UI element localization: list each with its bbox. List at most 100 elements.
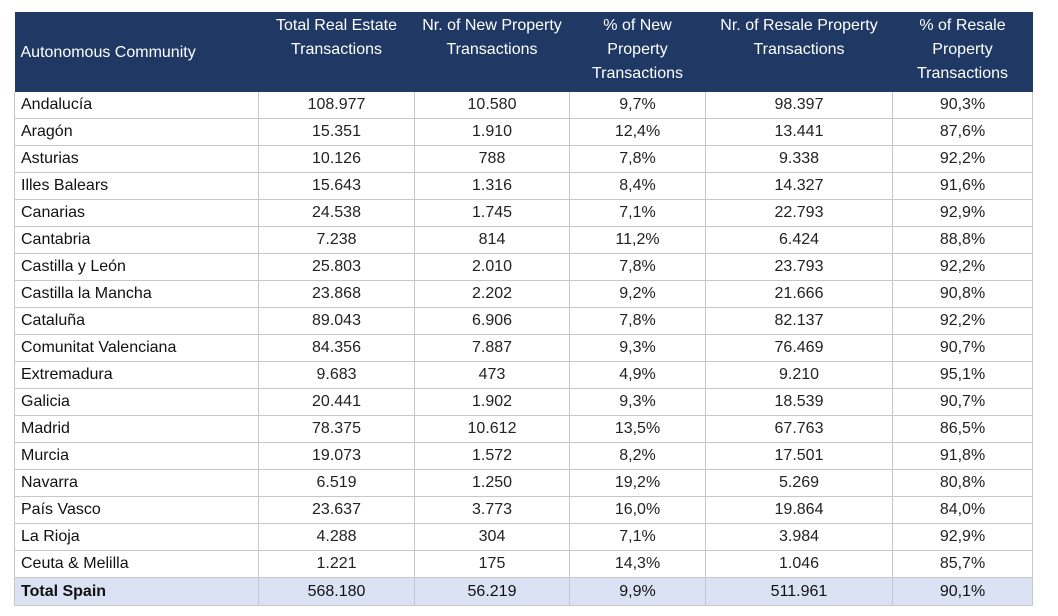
- value-cell: 1.046: [705, 550, 893, 578]
- community-name-cell: Comunitat Valenciana: [14, 334, 259, 362]
- value-cell: 92,2%: [892, 145, 1033, 173]
- value-cell: 24.538: [258, 199, 415, 227]
- value-cell: 92,9%: [892, 523, 1033, 551]
- value-cell: 18.539: [705, 388, 893, 416]
- value-cell: 9,7%: [569, 92, 706, 119]
- value-cell: 78.375: [258, 415, 415, 443]
- value-cell: 15.351: [258, 118, 415, 146]
- value-cell: 22.793: [705, 199, 893, 227]
- value-cell: 568.180: [258, 577, 415, 606]
- value-cell: 10.580: [414, 92, 570, 119]
- value-cell: 90,1%: [892, 577, 1033, 606]
- table-row: Illes Balears 15.643 1.316 8,4% 14.327 91,6%: [14, 172, 1033, 200]
- value-cell: 13.441: [705, 118, 893, 146]
- community-name-cell: Galicia: [14, 388, 259, 416]
- value-cell: 91,8%: [892, 442, 1033, 470]
- value-cell: 1.902: [414, 388, 570, 416]
- value-cell: 23.868: [258, 280, 415, 308]
- value-cell: 90,3%: [892, 92, 1033, 119]
- community-name-cell: Cataluña: [14, 307, 259, 335]
- value-cell: 4,9%: [569, 361, 706, 389]
- value-cell: 9.683: [258, 361, 415, 389]
- value-cell: 87,6%: [892, 118, 1033, 146]
- value-cell: 5.269: [705, 469, 893, 497]
- value-cell: 19.073: [258, 442, 415, 470]
- transactions-table: Autonomous Community Total Real Estate T…: [14, 12, 1033, 606]
- table-row: Cataluña 89.043 6.906 7,8% 82.137 92,2%: [14, 307, 1033, 335]
- community-name-cell: Canarias: [14, 199, 259, 227]
- community-name-cell: Extremadura: [14, 361, 259, 389]
- value-cell: 92,2%: [892, 253, 1033, 281]
- value-cell: 25.803: [258, 253, 415, 281]
- value-cell: 9,3%: [569, 388, 706, 416]
- table-row: Murcia 19.073 1.572 8,2% 17.501 91,8%: [14, 442, 1033, 470]
- value-cell: 814: [414, 226, 570, 254]
- value-cell: 8,4%: [569, 172, 706, 200]
- value-cell: 9,3%: [569, 334, 706, 362]
- value-cell: 89.043: [258, 307, 415, 335]
- value-cell: 76.469: [705, 334, 893, 362]
- community-name-cell: País Vasco: [14, 496, 259, 524]
- table-row: Aragón 15.351 1.910 12,4% 13.441 87,6%: [14, 118, 1033, 146]
- value-cell: 9,9%: [569, 577, 706, 606]
- value-cell: 1.572: [414, 442, 570, 470]
- value-cell: 98.397: [705, 92, 893, 119]
- value-cell: 511.961: [705, 577, 893, 606]
- value-cell: 7,8%: [569, 145, 706, 173]
- value-cell: 82.137: [705, 307, 893, 335]
- value-cell: 9,2%: [569, 280, 706, 308]
- value-cell: 10.612: [414, 415, 570, 443]
- community-name-cell: Murcia: [14, 442, 259, 470]
- value-cell: 6.519: [258, 469, 415, 497]
- value-cell: 7.887: [414, 334, 570, 362]
- value-cell: 56.219: [414, 577, 570, 606]
- value-cell: 23.637: [258, 496, 415, 524]
- table-row: Ceuta & Melilla 1.221 175 14,3% 1.046 85,7%: [14, 550, 1033, 578]
- value-cell: 14,3%: [569, 550, 706, 578]
- value-cell: 4.288: [258, 523, 415, 551]
- column-header: Total Real Estate Transactions: [258, 12, 415, 92]
- value-cell: 10.126: [258, 145, 415, 173]
- value-cell: 6.906: [414, 307, 570, 335]
- table-row: Madrid 78.375 10.612 13,5% 67.763 86,5%: [14, 415, 1033, 443]
- table-row: Canarias 24.538 1.745 7,1% 22.793 92,9%: [14, 199, 1033, 227]
- table-row: Cantabria 7.238 814 11,2% 6.424 88,8%: [14, 226, 1033, 254]
- value-cell: 12,4%: [569, 118, 706, 146]
- value-cell: 2.010: [414, 253, 570, 281]
- column-header: % of Resale Property Transactions: [892, 12, 1033, 92]
- value-cell: 86,5%: [892, 415, 1033, 443]
- value-cell: 7.238: [258, 226, 415, 254]
- value-cell: 11,2%: [569, 226, 706, 254]
- value-cell: 3.984: [705, 523, 893, 551]
- community-name-cell: Total Spain: [14, 577, 259, 606]
- value-cell: 7,1%: [569, 199, 706, 227]
- value-cell: 108.977: [258, 92, 415, 119]
- value-cell: 1.250: [414, 469, 570, 497]
- community-name-cell: Madrid: [14, 415, 259, 443]
- column-header: Nr. of New Property Transactions: [414, 12, 570, 92]
- value-cell: 92,9%: [892, 199, 1033, 227]
- value-cell: 15.643: [258, 172, 415, 200]
- value-cell: 1.316: [414, 172, 570, 200]
- value-cell: 67.763: [705, 415, 893, 443]
- value-cell: 19.864: [705, 496, 893, 524]
- value-cell: 90,7%: [892, 334, 1033, 362]
- value-cell: 2.202: [414, 280, 570, 308]
- community-name-cell: Aragón: [14, 118, 259, 146]
- community-name-cell: Navarra: [14, 469, 259, 497]
- value-cell: 304: [414, 523, 570, 551]
- value-cell: 17.501: [705, 442, 893, 470]
- value-cell: 91,6%: [892, 172, 1033, 200]
- value-cell: 788: [414, 145, 570, 173]
- value-cell: 1.221: [258, 550, 415, 578]
- value-cell: 6.424: [705, 226, 893, 254]
- community-name-cell: Castilla la Mancha: [14, 280, 259, 308]
- value-cell: 90,8%: [892, 280, 1033, 308]
- community-name-cell: Illes Balears: [14, 172, 259, 200]
- value-cell: 88,8%: [892, 226, 1033, 254]
- value-cell: 16,0%: [569, 496, 706, 524]
- table-body: Andalucía 108.977 10.580 9,7% 98.397 90,3% Ara…: [14, 92, 1033, 606]
- value-cell: 13,5%: [569, 415, 706, 443]
- value-cell: 7,8%: [569, 253, 706, 281]
- value-cell: 1.910: [414, 118, 570, 146]
